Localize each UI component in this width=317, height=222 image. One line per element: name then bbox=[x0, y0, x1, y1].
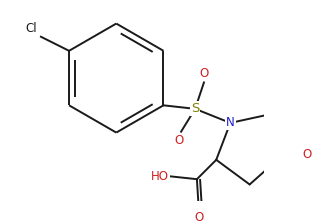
Text: N: N bbox=[226, 116, 235, 129]
Text: HO: HO bbox=[151, 170, 169, 183]
Text: Cl: Cl bbox=[26, 22, 37, 35]
Text: O: O bbox=[175, 134, 184, 147]
Text: O: O bbox=[199, 67, 209, 80]
Text: S: S bbox=[191, 102, 199, 115]
Text: O: O bbox=[302, 148, 311, 161]
Text: O: O bbox=[194, 211, 203, 222]
